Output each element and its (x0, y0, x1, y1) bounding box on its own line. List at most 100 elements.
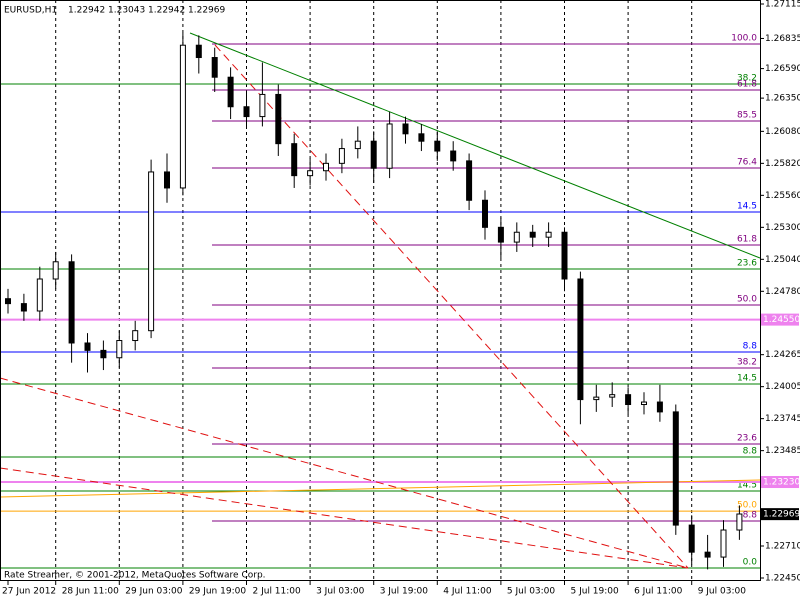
y-tick-label: 1.22450 (765, 574, 800, 584)
candle-body (482, 199, 488, 228)
current-price-box (761, 508, 799, 521)
level-label: 76.4 (737, 158, 757, 168)
candle-body (625, 394, 632, 406)
candle-body (704, 551, 711, 558)
y-tick-label: 1.23745 (765, 414, 800, 424)
current-price-label: 1.22969 (763, 510, 800, 520)
price-label-box (761, 313, 799, 326)
candle-body (211, 57, 218, 78)
candle-body (259, 93, 266, 118)
y-tick-label: 1.25560 (765, 191, 800, 201)
candle-body (641, 401, 647, 406)
x-tick-label: 29 Jun 19:00 (189, 587, 246, 597)
candle-body (36, 278, 43, 312)
candle-body (736, 513, 743, 531)
candle-body (497, 226, 504, 243)
level-label: 14.5 (737, 201, 757, 211)
x-tick-label: 29 Jun 03:00 (125, 587, 182, 597)
candle-body (323, 162, 329, 172)
candle-body (656, 401, 663, 413)
credit: Rate Streamer, © 2001-2012, MetaQuotes S… (4, 571, 266, 581)
candle-body (148, 171, 155, 332)
price-label: 1.23230 (763, 478, 800, 488)
x-tick-label: 9 Jul 03:00 (698, 587, 747, 597)
x-tick-label: 4 Jul 11:00 (443, 587, 492, 597)
candle-body (243, 106, 250, 118)
level-label: 38.2 (737, 357, 757, 367)
candle-body (577, 278, 584, 401)
candle-body (68, 261, 75, 344)
candle-body (195, 44, 202, 59)
candle-body (354, 140, 361, 150)
y-tick-label: 1.22710 (765, 542, 800, 552)
candle-body (338, 148, 345, 164)
candle-body (672, 411, 679, 526)
y-tick-label: 1.25300 (765, 223, 800, 233)
candle-body (100, 349, 107, 359)
level-label: 23.6 (737, 259, 757, 269)
y-tick-label: 1.27115 (765, 0, 800, 10)
level-label: 50.0 (737, 294, 757, 304)
y-tick-label: 1.26590 (765, 64, 800, 74)
level-label: 14.5 (737, 373, 757, 383)
candle-body (370, 140, 377, 169)
candle-body (132, 330, 139, 342)
candle-body (529, 231, 536, 238)
candle-body (688, 524, 695, 553)
y-tick-label: 1.26835 (765, 34, 800, 44)
candle-body (386, 123, 393, 169)
candle-body (227, 76, 234, 108)
candle-body (545, 231, 552, 238)
level-label: 8.8 (743, 341, 758, 351)
trend-line (189, 32, 761, 259)
candle-body (164, 171, 170, 189)
level-label: 14.5 (737, 481, 757, 491)
x-tick-label: 3 Jul 19:00 (380, 587, 429, 597)
x-tick-label: 27 Jun 2012 (2, 587, 56, 597)
level-label: 50.0 (737, 501, 757, 511)
candle-body (5, 298, 11, 305)
level-label: 23.6 (737, 434, 757, 444)
candle-body (434, 140, 441, 152)
y-tick-label: 1.25040 (765, 255, 800, 265)
candle-body (291, 143, 298, 177)
level-label: 8.8 (743, 447, 758, 457)
candle-body (513, 231, 520, 243)
level-label: 0.0 (743, 558, 758, 568)
x-tick-label: 5 Jul 03:00 (507, 587, 556, 597)
candle-body (402, 123, 409, 135)
y-tick-label: 1.23485 (765, 446, 800, 456)
level-label: 61.8 (737, 80, 757, 90)
x-tick-label: 3 Jul 03:00 (316, 587, 365, 597)
header-value: 1.22942 (148, 6, 185, 16)
candle-body (466, 160, 473, 201)
candles-layer (5, 32, 743, 570)
price-label: 1.24550 (763, 315, 800, 325)
candle-body (52, 261, 59, 280)
candle-body (418, 133, 425, 142)
x-tick-label: 5 Jul 19:00 (571, 587, 620, 597)
level-label: 100.0 (731, 33, 757, 43)
trend-line (0, 479, 761, 498)
candle-body (307, 170, 314, 177)
trend-line (214, 44, 689, 569)
candle-body (179, 44, 186, 189)
candle-body (275, 93, 282, 145)
y-tick-label: 1.26080 (765, 127, 800, 137)
y-tick-label: 1.24265 (765, 350, 800, 360)
price-label-box (761, 476, 799, 489)
plot-frame (0, 0, 761, 581)
candle-body (609, 394, 616, 398)
level-label: 38.2 (737, 73, 757, 83)
level-label: 8.8 (743, 511, 758, 521)
trend-line (0, 467, 689, 569)
y-tick-label: 1.25820 (765, 159, 800, 169)
y-tick-label: 1.24780 (765, 287, 800, 297)
level-label: 85.5 (737, 111, 757, 121)
header-value: 1.22942 (68, 6, 105, 16)
candle-body (84, 342, 91, 351)
candle-body (20, 303, 27, 312)
